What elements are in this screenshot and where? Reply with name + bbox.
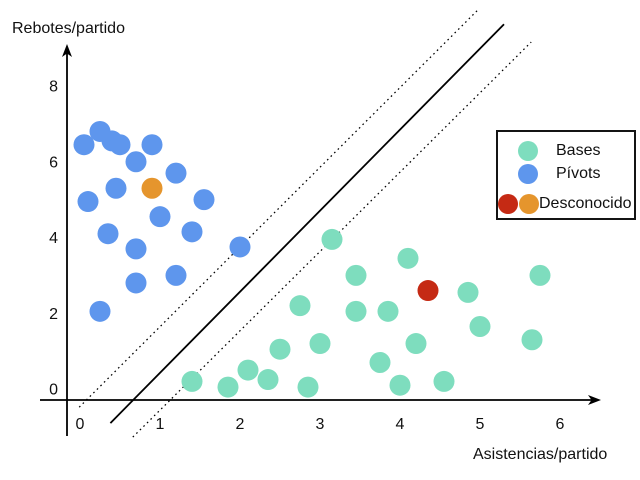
legend-swatch-icon (519, 194, 539, 214)
y-axis-title: Rebotes/partido (12, 20, 125, 37)
x-tick-label: 3 (316, 416, 325, 433)
x-tick-label: 6 (556, 416, 565, 433)
data-point-p-vots (141, 134, 163, 156)
data-point-bases (345, 264, 367, 286)
data-point-p-vots (73, 134, 95, 156)
data-point-p-vots (89, 300, 111, 322)
legend-label: Desconocido (539, 195, 632, 212)
data-point-p-vots (97, 223, 119, 245)
data-point-p-vots (125, 272, 147, 294)
data-point-bases (269, 338, 291, 360)
data-point-p-vots (181, 221, 203, 243)
legend-entry-bases: Bases (518, 141, 600, 161)
y-tick-label: 4 (49, 230, 58, 247)
x-axis-arrowhead-icon (588, 395, 601, 405)
x-tick-label: 5 (476, 416, 485, 433)
data-point-bases (257, 369, 279, 391)
data-point-bases (529, 264, 551, 286)
x-tick-label: 1 (156, 416, 165, 433)
data-point-p-vots (77, 191, 99, 213)
data-point-bases (237, 359, 259, 381)
x-axis-title: Asistencias/partido (473, 446, 608, 463)
legend-swatch-icon (498, 194, 518, 214)
data-point-bases (345, 300, 367, 322)
data-point-p-vots (193, 189, 215, 211)
data-point-bases (397, 247, 419, 269)
boundary-line-solid (109, 23, 505, 424)
legend-label: Pívots (556, 165, 601, 182)
data-point-bases (389, 374, 411, 396)
data-point-bases (217, 376, 239, 398)
legend-entry-p-vots: Pívots (518, 164, 600, 184)
data-point-bases (433, 370, 455, 392)
legend-swatch-icon (518, 164, 538, 184)
data-point-p-vots (125, 151, 147, 173)
data-point-bases (369, 351, 391, 373)
data-point-bases (309, 333, 331, 355)
data-point-bases (289, 295, 311, 317)
data-point-desconocido (141, 177, 163, 199)
data-point-p-vots (109, 134, 131, 156)
y-tick-label: 0 (49, 382, 58, 399)
legend-entry-desconocido: Desconocido (498, 194, 632, 214)
x-tick-label: 4 (396, 416, 405, 433)
data-point-p-vots (165, 162, 187, 184)
x-tick-label: 0 (76, 416, 85, 433)
data-point-bases (321, 228, 343, 250)
legend: Bases Pívots Desconocido (496, 130, 636, 220)
data-point-p-vots (229, 236, 251, 258)
x-tick-label: 2 (236, 416, 245, 433)
data-point-bases (469, 316, 491, 338)
data-point-bases (297, 376, 319, 398)
legend-swatch-icon (518, 141, 538, 161)
data-point-bases (377, 300, 399, 322)
boundary-line-dotted (78, 9, 479, 408)
data-point-p-vots (149, 206, 171, 228)
data-point-bases (521, 329, 543, 351)
data-point-p-vots (105, 177, 127, 199)
data-point-bases (181, 370, 203, 392)
y-tick-label: 8 (49, 79, 58, 96)
y-axis-arrowhead-icon (62, 44, 72, 57)
data-point-p-vots (165, 264, 187, 286)
data-point-bases (457, 281, 479, 303)
data-point-bases (405, 333, 427, 355)
legend-label: Bases (556, 142, 601, 159)
data-point-desconocido (417, 280, 439, 302)
y-tick-label: 2 (49, 306, 58, 323)
y-tick-label: 6 (49, 154, 58, 171)
data-point-p-vots (125, 238, 147, 260)
